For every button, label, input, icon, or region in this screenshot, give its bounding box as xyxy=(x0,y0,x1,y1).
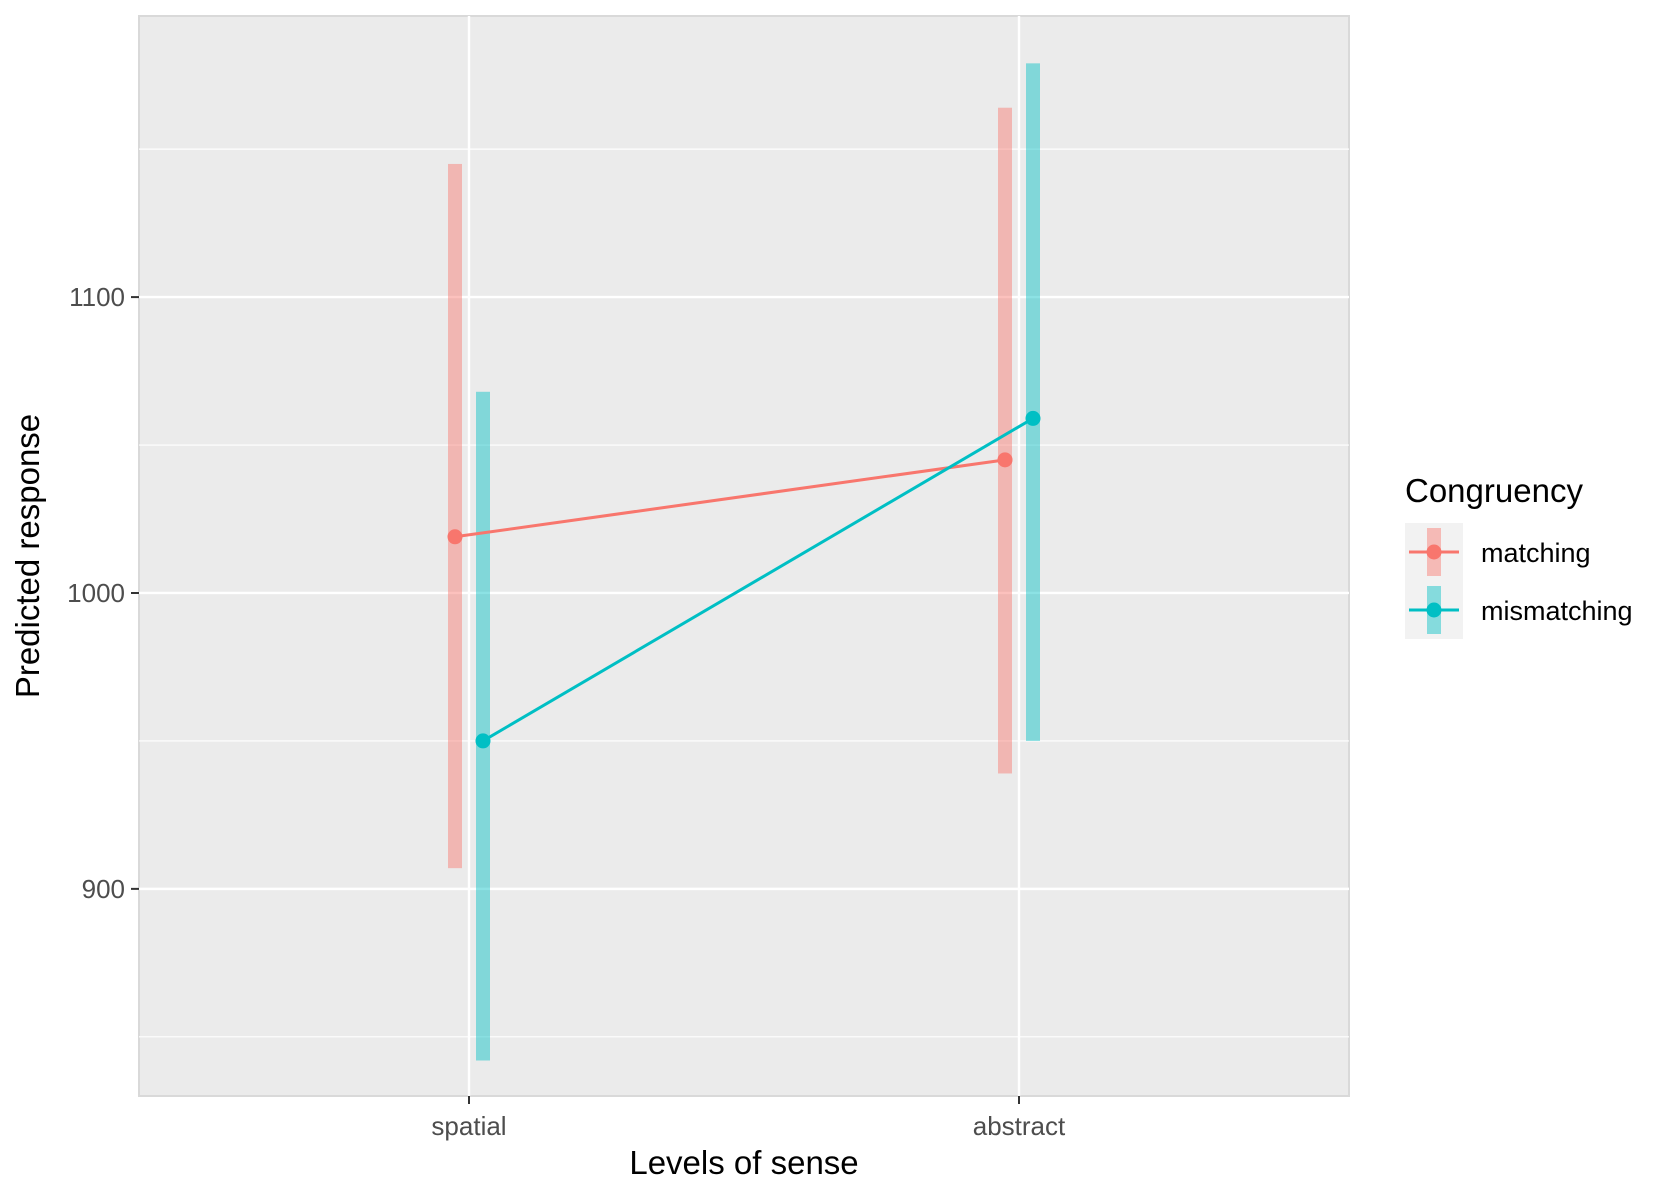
series-line-mismatching xyxy=(482,417,1034,743)
legend-key-point-mismatching xyxy=(1426,602,1442,618)
x-axis: spatial abstract xyxy=(431,1096,1066,1141)
legend-key-background xyxy=(1405,523,1463,639)
x-axis-title: Levels of sense xyxy=(629,1144,858,1181)
data-point-mismatching xyxy=(1025,410,1041,426)
plot-panel xyxy=(138,15,1350,1097)
y-tick-label: 900 xyxy=(82,874,125,904)
legend-keys: matching mismatching xyxy=(1405,523,1633,639)
error-bar-matching xyxy=(448,163,462,869)
legend-label-matching: matching xyxy=(1481,538,1591,568)
error-bar-matching xyxy=(998,107,1012,774)
data-point-matching xyxy=(447,529,463,545)
series-points xyxy=(447,410,1041,749)
legend-key-point-matching xyxy=(1426,544,1442,560)
x-tick-label: spatial xyxy=(431,1111,506,1141)
error-bars xyxy=(448,63,1040,1061)
grid-major xyxy=(139,16,1349,1096)
legend-title: Congruency xyxy=(1405,472,1583,509)
error-bar-mismatching xyxy=(1026,63,1040,741)
data-point-mismatching xyxy=(475,733,491,749)
y-axis-title: Predicted response xyxy=(9,414,46,698)
error-bar-mismatching xyxy=(476,391,490,1061)
x-tick-label: abstract xyxy=(973,1111,1066,1141)
y-tick-label: 1100 xyxy=(69,282,125,312)
series-lines xyxy=(454,417,1034,743)
series-line-matching xyxy=(454,458,1006,539)
data-point-matching xyxy=(997,452,1013,468)
y-tick-label: 1000 xyxy=(67,578,125,608)
legend-label-mismatching: mismatching xyxy=(1481,596,1633,626)
grid-minor xyxy=(139,148,1349,1038)
legend: Congruency matching mismatching xyxy=(1405,472,1633,639)
y-axis: 900 1000 1100 xyxy=(67,282,139,904)
